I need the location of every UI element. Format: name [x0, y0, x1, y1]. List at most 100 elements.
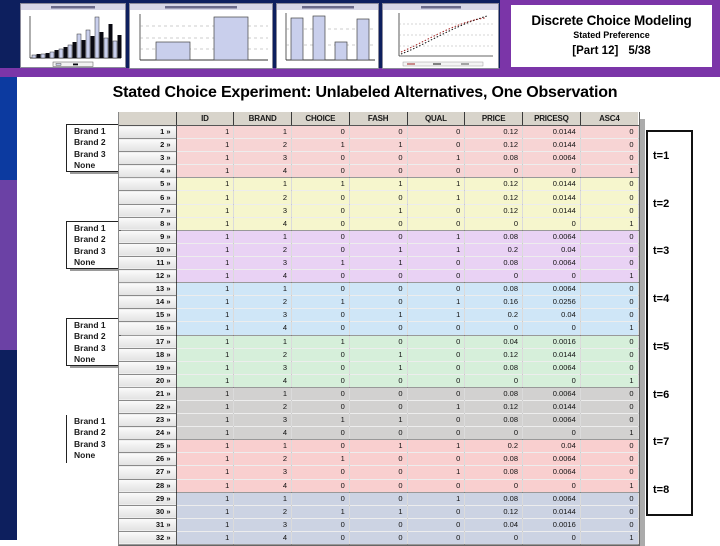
table-cell: 0	[291, 230, 350, 244]
table-cell: 1	[349, 138, 408, 153]
alt-label: Brand 1	[74, 126, 106, 136]
table-cell: 0	[580, 138, 639, 153]
table-cell: 0	[291, 151, 350, 166]
table-cell: 0.0064	[522, 151, 581, 166]
table-row: 15 » 1 3 0 1 1 0.2 0.04 0	[119, 308, 639, 323]
row-number-cell: 14 »	[119, 295, 177, 309]
table-cell: 0	[464, 531, 523, 546]
table-cell: 1	[580, 269, 639, 284]
table-row: 22 » 1 2 0 0 1 0.12 0.0144 0	[119, 399, 639, 415]
row-number-cell: 26 »	[119, 452, 177, 466]
table-cell: 0	[522, 217, 581, 231]
table-cell: 4	[233, 426, 292, 441]
table-cell: 0.16	[464, 295, 523, 310]
table-cell: 0	[291, 387, 350, 401]
column-header-asc4: ASC4	[579, 112, 638, 126]
table-row: 18 » 1 2 0 1 0 0.12 0.0144 0	[119, 347, 639, 362]
table-cell: 1	[176, 177, 235, 192]
table-cell: 0	[522, 426, 581, 441]
table-cell: 0.0256	[522, 295, 581, 310]
alt-label: None	[74, 160, 96, 171]
table-cell: 0	[291, 125, 350, 140]
table-cell: 0	[407, 217, 466, 231]
table-cell: 0.12	[464, 138, 523, 153]
histogram-thumbnail	[20, 3, 126, 68]
table-cell: 1	[176, 348, 235, 362]
table-cell: 0.0144	[522, 177, 581, 192]
table-cell: 3	[233, 308, 292, 323]
column-header-brand: BRAND	[233, 112, 292, 126]
table-cell: 0	[464, 164, 523, 179]
table-cell: 0	[291, 321, 350, 336]
table-row: 24 » 1 4 0 0 0 0 0 1	[119, 426, 639, 441]
table-cell: 0	[349, 190, 408, 205]
table-cell: 0	[407, 413, 466, 428]
table-cell: 0	[464, 269, 523, 284]
deck-title-box: Discrete Choice Modeling Stated Preferen…	[511, 5, 712, 67]
alt-label: Brand 2	[74, 331, 106, 342]
table-cell: 1	[176, 282, 235, 297]
table-cell: 0.0064	[522, 413, 581, 428]
table-cell: 0	[580, 125, 639, 140]
table-row: 1 » 1 1 0 0 0 0.12 0.0144 0	[119, 124, 639, 140]
part-label: [Part 12]	[572, 45, 619, 57]
table-cell: 4	[233, 321, 292, 336]
table-cell: 3	[233, 361, 292, 375]
table-cell: 1	[176, 479, 235, 493]
table-cell: 0	[580, 413, 639, 428]
table-row: 5 » 1 1 1 1 1 0.12 0.0144 0	[119, 177, 639, 192]
table-cell: 0	[407, 518, 466, 532]
table-row: 31 » 1 3 0 0 0 0.04 0.0016 0	[119, 517, 639, 532]
row-number-cell: 4 »	[119, 164, 177, 179]
table-cell: 1	[176, 321, 235, 336]
table-cell: 0.0064	[522, 387, 581, 401]
table-cell: 0	[291, 243, 350, 257]
table-cell: 1	[407, 151, 466, 166]
table-cell: 0	[580, 335, 639, 349]
table-cell: 0.08	[464, 361, 523, 375]
table-cell: 3	[233, 518, 292, 532]
four-bar-chart-image	[277, 4, 378, 61]
table-cell: 1	[176, 217, 235, 231]
row-number-cell: 19 »	[119, 360, 177, 375]
table-cell: 0.0144	[522, 125, 581, 140]
table-cell: 0	[291, 479, 350, 493]
table-cell: 0	[291, 348, 350, 362]
table-cell: 0	[580, 348, 639, 362]
table-cell: 0.0064	[522, 361, 581, 375]
deck-subtitle: Stated Preference	[573, 30, 650, 40]
table-cell: 0	[407, 387, 466, 401]
table-cell: 0.12	[464, 204, 523, 218]
alt-labels-box-t7: Brand 1 Brand 2 Brand 3 None	[66, 415, 119, 463]
period-label-t8: t=8	[653, 484, 670, 497]
table-cell: 0	[291, 400, 350, 415]
column-header-price: PRICE	[464, 112, 523, 126]
table-cell: 0.0064	[522, 452, 581, 467]
table-cell: 0	[349, 531, 408, 546]
table-cell: 4	[233, 164, 292, 179]
table-row: 12 » 1 4 0 0 0 0 0 1	[119, 269, 639, 284]
table-cell: 0.08	[464, 492, 523, 506]
table-cell: 1	[176, 452, 235, 467]
table-cell: 0	[349, 518, 408, 532]
table-cell: 0	[349, 321, 408, 336]
table-cell: 0.0064	[522, 230, 581, 244]
table-cell: 0.04	[464, 518, 523, 532]
table-cell: 1	[176, 230, 235, 244]
table-cell: 1	[176, 204, 235, 218]
table-cell: 0	[291, 465, 350, 480]
table-cell: 1	[291, 295, 350, 310]
table-cell: 1	[291, 413, 350, 428]
table-cell: 0	[407, 426, 466, 441]
table-cell: 2	[233, 138, 292, 153]
table-cell: 0	[349, 282, 408, 297]
table-cell: 0.0016	[522, 518, 581, 532]
two-bar-chart-image	[130, 4, 272, 61]
corner-header-cell	[119, 112, 177, 126]
table-row: 3 » 1 3 0 0 1 0.08 0.0064 0	[119, 151, 639, 166]
table-cell: 3	[233, 204, 292, 218]
row-number-cell: 13 »	[119, 282, 177, 296]
table-cell: 4	[233, 479, 292, 493]
alt-label: Brand 3	[74, 438, 106, 449]
